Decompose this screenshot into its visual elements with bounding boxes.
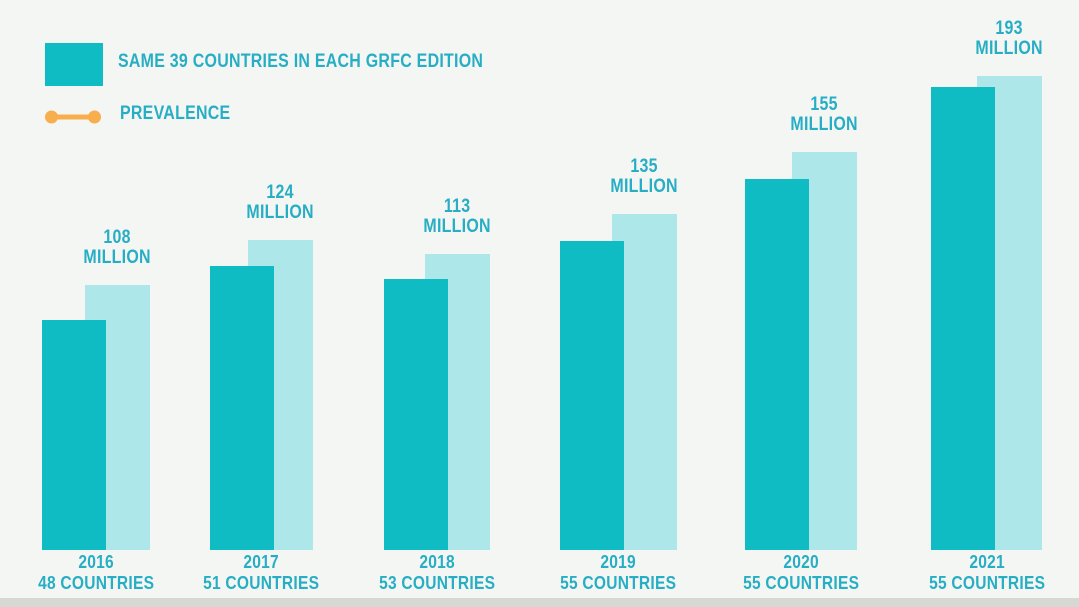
legend-prevalence-label-text: PREVALENCE — [120, 103, 231, 124]
same-39-countries-bar — [745, 179, 809, 550]
axis-label: 2016 48 COUNTRIES — [37, 551, 155, 593]
value-label: 113 MILLION — [423, 196, 492, 237]
value-label: 155 MILLION — [790, 94, 859, 135]
legend-bars-label-text: SAME 39 COUNTRIES IN EACH GRFC EDITION — [118, 51, 484, 72]
same-39-countries-bar — [42, 320, 106, 550]
same-39-countries-bar — [384, 279, 448, 550]
axis-label: 2020 55 COUNTRIES — [742, 551, 860, 593]
legend-bar-swatch — [45, 43, 103, 86]
footer-strip — [0, 598, 1079, 607]
value-label: 108 MILLION — [83, 227, 152, 268]
same-39-countries-bar — [931, 87, 995, 550]
same-39-countries-bar — [560, 241, 624, 550]
axis-label: 2021 55 COUNTRIES — [928, 551, 1046, 593]
value-label: 135 MILLION — [610, 156, 679, 197]
legend-bars-label: SAME 39 COUNTRIES IN EACH GRFC EDITION — [118, 51, 553, 73]
value-label: 124 MILLION — [246, 182, 315, 223]
value-label: 193 MILLION — [975, 18, 1044, 59]
axis-label: 2018 53 COUNTRIES — [378, 551, 496, 593]
prevalence-marker-icon — [44, 109, 102, 130]
same-39-countries-bar — [210, 266, 274, 550]
axis-label: 2017 51 COUNTRIES — [202, 551, 320, 593]
axis-label: 2019 55 COUNTRIES — [559, 551, 677, 593]
legend-prevalence-label: PREVALENCE — [120, 103, 251, 125]
